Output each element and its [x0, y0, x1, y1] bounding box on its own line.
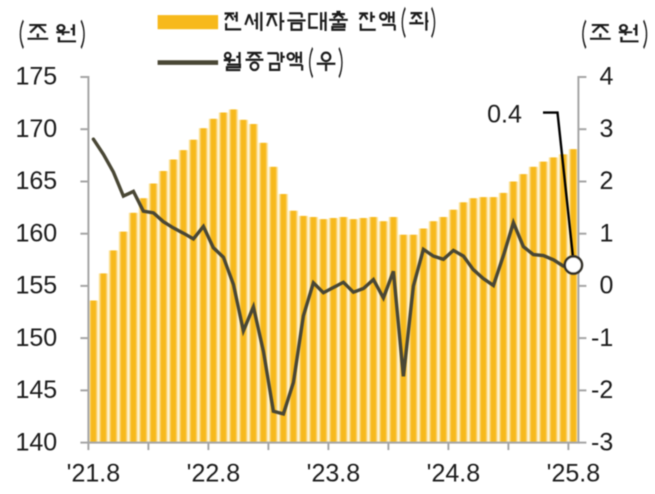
svg-text:160: 160: [15, 219, 57, 247]
svg-text:1: 1: [600, 219, 614, 247]
svg-text:170: 170: [15, 115, 57, 143]
svg-text:2: 2: [600, 167, 614, 195]
svg-text:-1: -1: [591, 324, 613, 352]
svg-text:155: 155: [15, 272, 57, 300]
svg-text:150: 150: [15, 324, 57, 352]
svg-text:'23.8: '23.8: [307, 460, 360, 488]
svg-text:-3: -3: [591, 428, 613, 456]
svg-text:'22.8: '22.8: [187, 460, 240, 488]
svg-text:175: 175: [15, 63, 57, 91]
svg-text:0: 0: [600, 272, 614, 300]
svg-text:145: 145: [15, 376, 57, 404]
svg-text:-2: -2: [591, 376, 613, 404]
svg-text:165: 165: [15, 167, 57, 195]
svg-text:'25.8: '25.8: [547, 460, 600, 488]
svg-text:3: 3: [600, 115, 614, 143]
svg-text:'21.8: '21.8: [67, 460, 120, 488]
svg-text:140: 140: [15, 428, 57, 456]
svg-text:0.4: 0.4: [487, 101, 522, 129]
svg-text:4: 4: [600, 63, 614, 91]
svg-text:'24.8: '24.8: [427, 460, 480, 488]
